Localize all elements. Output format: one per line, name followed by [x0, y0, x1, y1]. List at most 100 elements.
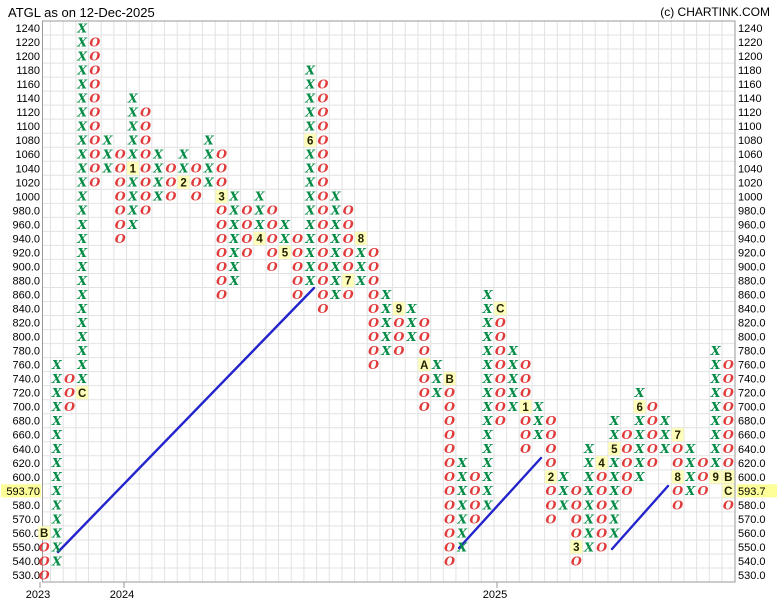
pnf-x-glyph: X — [203, 133, 215, 148]
trendline[interactable] — [457, 456, 543, 550]
month-marker: A — [420, 360, 428, 372]
pnf-x-glyph: X — [228, 245, 240, 260]
pnf-x-glyph: X — [583, 539, 595, 554]
y-axis-label-left: 1240 — [16, 23, 40, 35]
pnf-x-glyph: X — [380, 315, 392, 330]
pnf-x-glyph: X — [380, 329, 392, 344]
pnf-x-glyph: X — [127, 175, 139, 190]
pnf-x-glyph: X — [76, 287, 88, 302]
y-axis-label-left: 1120 — [16, 107, 40, 119]
pnf-x-glyph: X — [76, 329, 88, 344]
pnf-o-glyph: O — [317, 105, 328, 120]
pnf-x-glyph: X — [51, 357, 63, 372]
y-axis-label-left: 820.0 — [12, 318, 40, 330]
pnf-o-glyph: O — [292, 273, 303, 288]
pnf-x-glyph: X — [76, 301, 88, 316]
pnf-o-glyph: O — [546, 441, 557, 456]
pnf-o-glyph: O — [596, 497, 607, 512]
pnf-o-glyph: O — [216, 287, 227, 302]
pnf-o-glyph: O — [596, 539, 607, 554]
pnf-x-glyph: X — [76, 105, 88, 120]
x-axis-year-label: 2025 — [483, 589, 507, 601]
pnf-x-glyph: X — [507, 371, 519, 386]
y-axis-label-left: 1020 — [16, 177, 40, 189]
pnf-o-glyph: O — [546, 413, 557, 428]
pnf-x-glyph: X — [203, 161, 215, 176]
pnf-x-glyph: X — [178, 161, 190, 176]
pnf-x-glyph: X — [76, 357, 88, 372]
y-axis-label-right: 680.0 — [738, 416, 766, 428]
month-marker: 3 — [573, 542, 579, 554]
y-axis-label-left: 620.0 — [12, 458, 40, 470]
pnf-o-glyph: O — [672, 455, 683, 470]
pnf-x-glyph: X — [51, 371, 63, 386]
y-axis-label-right: 860.0 — [738, 289, 766, 301]
trendline[interactable] — [610, 484, 670, 551]
pnf-o-glyph: O — [89, 34, 100, 49]
y-axis-label-right: 800.0 — [738, 332, 766, 344]
pnf-o-glyph: O — [571, 497, 582, 512]
pnf-x-glyph: X — [76, 203, 88, 218]
pnf-o-glyph: O — [647, 413, 658, 428]
pnf-o-glyph: O — [368, 315, 379, 330]
pnf-o-glyph: O — [191, 189, 202, 204]
y-axis-label-left: 960.0 — [12, 219, 40, 231]
pnf-x-glyph: X — [355, 245, 367, 260]
pnf-o-glyph: O — [368, 287, 379, 302]
month-marker: 1 — [130, 163, 137, 175]
pnf-o-glyph: O — [368, 301, 379, 316]
pnf-x-glyph: X — [304, 147, 316, 162]
pnf-o-glyph: O — [419, 385, 430, 400]
pnf-o-glyph: O — [216, 245, 227, 260]
pnf-x-glyph: X — [684, 469, 696, 484]
y-axis-label-left: 640.0 — [12, 444, 40, 456]
pnf-o-glyph: O — [343, 217, 354, 232]
pnf-x-glyph: X — [51, 525, 63, 540]
y-axis-label-left: 720.0 — [12, 388, 40, 400]
y-axis-label-left: 1080 — [16, 135, 40, 147]
pnf-o-glyph: O — [723, 441, 734, 456]
y-axis-label-right: 1240 — [738, 23, 762, 35]
last-price-badge-left — [1, 484, 41, 498]
pnf-x-glyph: X — [102, 133, 114, 148]
pnf-x-glyph: X — [304, 189, 316, 204]
month-marker: B — [40, 528, 48, 540]
pnf-o-glyph: O — [317, 259, 328, 274]
pnf-o-glyph: O — [89, 77, 100, 92]
pnf-x-glyph: X — [583, 497, 595, 512]
pnf-o-glyph: O — [241, 217, 252, 232]
pnf-x-glyph: X — [608, 483, 620, 498]
pnf-o-glyph: O — [596, 511, 607, 526]
pnf-o-glyph: O — [495, 413, 506, 428]
pnf-x-glyph: X — [710, 371, 722, 386]
pnf-x-glyph: X — [76, 371, 88, 386]
trendline[interactable] — [56, 286, 316, 554]
y-axis-label-right: 540.0 — [738, 556, 766, 568]
pnf-o-glyph: O — [241, 203, 252, 218]
y-axis-label-left: 580.0 — [12, 500, 40, 512]
pnf-x-glyph: X — [608, 525, 620, 540]
month-marker-bg — [354, 231, 367, 245]
pnf-o-glyph: O — [672, 497, 683, 512]
month-marker-bg — [494, 301, 507, 316]
y-axis-label-left: 880.0 — [12, 275, 40, 287]
pnf-x-glyph: X — [558, 483, 570, 498]
pnf-x-glyph: X — [532, 413, 544, 428]
chart-title: ATGL as on 12-Dec-2025 — [8, 5, 155, 20]
y-axis-label-right: 720.0 — [738, 388, 766, 400]
pnf-x-glyph: X — [304, 203, 316, 218]
pnf-x-glyph: X — [228, 203, 240, 218]
month-marker: 6 — [636, 402, 642, 414]
pnf-x-glyph: X — [482, 371, 494, 386]
pnf-x-glyph: X — [431, 357, 443, 372]
pnf-x-glyph: X — [102, 161, 114, 176]
y-axis-label-left: 780.0 — [12, 346, 40, 358]
y-axis-label-right: 560.0 — [738, 528, 766, 540]
pnf-x-glyph: X — [304, 119, 316, 134]
y-axis-label-right: 1060 — [738, 149, 762, 161]
pnf-o-glyph: O — [393, 329, 404, 344]
pnf-x-glyph: X — [355, 259, 367, 274]
month-marker-bg — [722, 484, 735, 498]
